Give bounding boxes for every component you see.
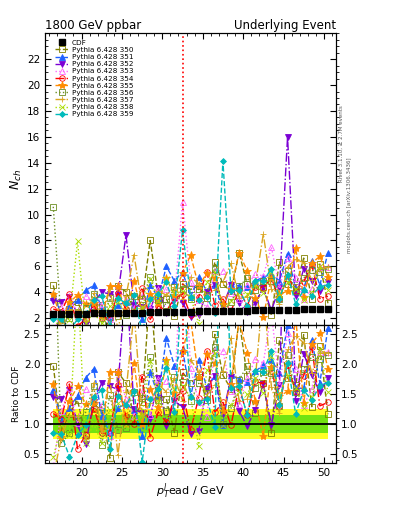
Y-axis label: Ratio to CDF: Ratio to CDF — [12, 366, 21, 422]
Text: 1800 GeV ppbar: 1800 GeV ppbar — [45, 19, 141, 32]
Y-axis label: $N_{ch}$: $N_{ch}$ — [9, 168, 24, 189]
Legend: CDF, Pythia 6.428 350, Pythia 6.428 351, Pythia 6.428 352, Pythia 6.428 353, Pyt: CDF, Pythia 6.428 350, Pythia 6.428 351,… — [55, 40, 134, 117]
X-axis label: $p_T^{l}$ead / GeV: $p_T^{l}$ead / GeV — [156, 481, 225, 501]
Text: Underlying Event: Underlying Event — [234, 19, 336, 32]
Text: mcplots.cern.ch [arXiv:1306.3436]: mcplots.cern.ch [arXiv:1306.3436] — [347, 157, 352, 252]
Text: Rivet 3.1.10, ≥ 2.7M events: Rivet 3.1.10, ≥ 2.7M events — [339, 105, 344, 182]
